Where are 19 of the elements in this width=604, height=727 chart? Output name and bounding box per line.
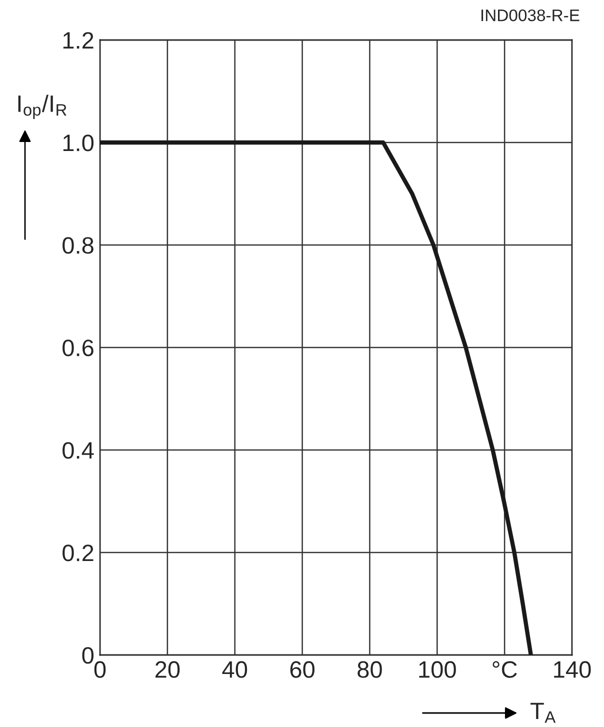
x-tick-label: 100 <box>419 661 456 678</box>
y-tick-label: 0.4 <box>62 442 94 459</box>
y-tick-label: 0 <box>82 647 94 664</box>
x-tick-label: 40 <box>222 661 248 678</box>
x-tick-label: 60 <box>290 661 314 678</box>
y-tick-label: 0.2 <box>62 544 94 562</box>
line-series <box>100 140 533 655</box>
y-axis-title: I$_{op}$/I$_{R}$ <box>18 94 66 120</box>
x-tick-label: °C <box>492 661 517 678</box>
x-tick-label: 20 <box>155 661 180 678</box>
text: IND0038-R-E <box>482 9 580 22</box>
x-tick-label: 80 <box>358 661 382 678</box>
x-axis-title: T$_{A}$ <box>530 702 556 723</box>
x-tick-label: 0 <box>94 661 106 678</box>
y-tick-label: 0.8 <box>62 237 94 254</box>
y-tick-label: 1.0 <box>63 134 94 152</box>
y-tick-label: 0.6 <box>62 340 94 356</box>
y-tick-label: 1.2 <box>63 32 94 49</box>
x-tick-label: 140 <box>554 661 591 678</box>
